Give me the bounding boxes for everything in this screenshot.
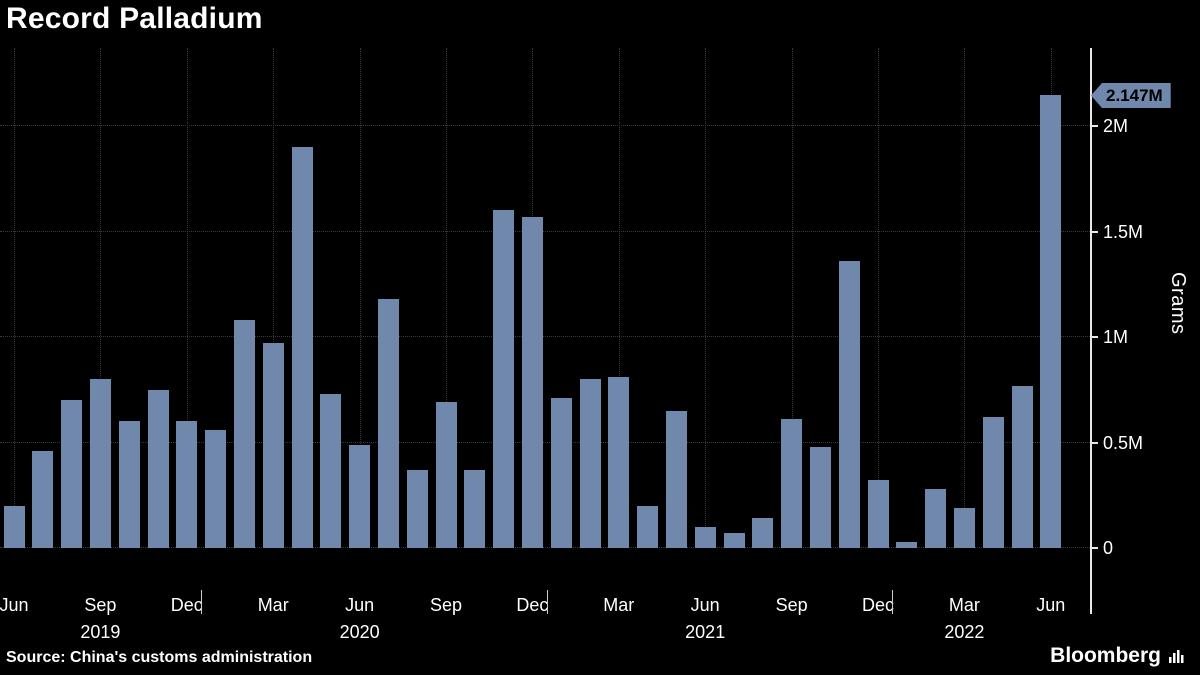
x-tick-label: Mar <box>257 595 289 615</box>
x-tick-label: Dec <box>516 595 549 615</box>
x-tick-label: Sep <box>775 595 808 615</box>
bar <box>694 527 716 548</box>
gridline-horizontal <box>0 125 1090 126</box>
bar <box>89 379 111 548</box>
x-tick-label: Jun <box>0 595 29 615</box>
bar <box>953 508 975 548</box>
bloomberg-wordmark: Bloomberg <box>1050 644 1161 667</box>
y-tick-label: 0 <box>1103 538 1114 558</box>
bloomberg-logo: Bloomberg <box>1050 644 1184 668</box>
y-tick-mark <box>1090 125 1098 127</box>
bar <box>377 299 399 548</box>
source-text: Source: China's customs administration <box>6 649 313 666</box>
x-tick-label: Mar <box>948 595 980 615</box>
gridline-vertical <box>273 48 275 548</box>
gridline-horizontal <box>0 441 1090 443</box>
last-value-callout: 2.147M <box>1091 82 1171 108</box>
bar <box>464 470 486 548</box>
y-tick-mark <box>1090 547 1098 549</box>
bar <box>550 398 572 548</box>
gridline-vertical <box>186 48 188 548</box>
x-tick-label: Sep <box>429 595 463 615</box>
bar <box>349 445 371 548</box>
bar <box>32 451 54 548</box>
gridline-horizontal <box>0 336 1090 337</box>
gridline-vertical <box>100 48 102 548</box>
bar <box>752 518 774 548</box>
bar <box>809 447 831 548</box>
bar <box>521 217 543 548</box>
x-year-label: 2020 <box>339 622 380 642</box>
gridline-vertical <box>964 48 966 548</box>
y-tick-label: 1M <box>1103 327 1129 347</box>
gridline-horizontal <box>0 547 1090 548</box>
y-tick-mark <box>1090 336 1098 338</box>
y-axis-title: Grams <box>1167 272 1189 335</box>
bar <box>665 411 687 548</box>
bar <box>493 210 515 548</box>
bar <box>637 506 659 548</box>
year-separator-tick <box>546 590 548 614</box>
x-tick-label: Jun <box>1036 595 1066 615</box>
bar <box>118 421 140 548</box>
y-tick-label: 1.5M <box>1103 221 1144 242</box>
bar <box>3 506 25 548</box>
bar <box>781 419 803 548</box>
gridline-vertical <box>446 48 447 548</box>
bar <box>406 470 428 548</box>
x-tick-label: Dec <box>170 595 203 615</box>
x-tick-label: Jun <box>690 595 720 615</box>
bar <box>233 320 255 548</box>
bar <box>176 421 198 548</box>
bar <box>320 394 342 548</box>
year-separator-tick <box>892 590 894 614</box>
bar <box>205 430 227 548</box>
bar <box>982 417 1004 548</box>
gridline-vertical <box>359 48 361 548</box>
y-tick-mark <box>1090 230 1098 233</box>
bar <box>291 147 313 548</box>
x-tick-label: Sep <box>84 595 117 615</box>
bar <box>925 489 947 548</box>
year-separator-tick <box>201 590 203 614</box>
bar <box>147 390 169 548</box>
gridline-vertical <box>705 48 707 548</box>
bar <box>61 400 83 548</box>
chart-title: Record Palladium <box>6 2 263 35</box>
bar <box>435 402 457 548</box>
y-tick-label: 2M <box>1103 116 1129 136</box>
bar <box>579 379 601 548</box>
plot-area <box>0 48 1090 548</box>
x-year-label: 2021 <box>685 622 726 642</box>
bar <box>1040 95 1062 548</box>
bar <box>896 542 918 548</box>
gridline-horizontal <box>0 230 1090 232</box>
bar <box>608 377 630 548</box>
bar <box>723 533 745 548</box>
x-tick-label: Dec <box>861 595 895 615</box>
y-tick-label: 0.5M <box>1103 432 1144 453</box>
bar <box>1011 386 1033 548</box>
gridline-vertical <box>878 48 879 548</box>
gridline-vertical <box>618 48 620 548</box>
gridline-vertical <box>14 48 15 548</box>
bar <box>867 480 889 548</box>
x-year-label: 2022 <box>944 622 985 642</box>
bloomberg-bars-icon <box>1169 650 1184 663</box>
x-year-label: 2019 <box>80 622 121 642</box>
bar <box>262 343 284 548</box>
bar <box>838 261 860 548</box>
gridline-vertical <box>791 48 793 548</box>
y-axis-line <box>1090 48 1092 614</box>
x-tick-label: Mar <box>603 595 635 615</box>
y-tick-mark <box>1090 441 1098 444</box>
x-tick-label: Jun <box>345 595 375 615</box>
